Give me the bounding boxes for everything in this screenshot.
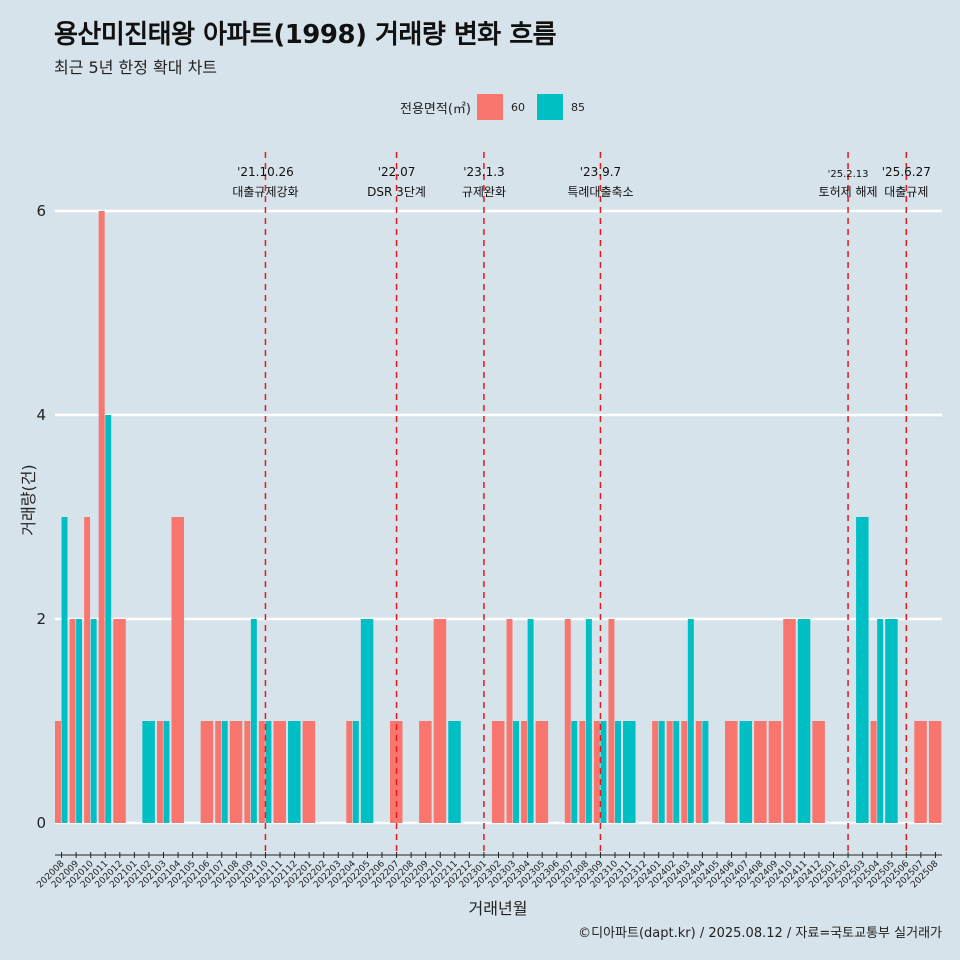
- bar-85-202411: [797, 619, 811, 823]
- bar-85-202403: [687, 619, 694, 823]
- legend-key-85: [536, 94, 563, 120]
- event-date: '23.1.3: [463, 165, 504, 179]
- bar-60-202008: [55, 721, 61, 823]
- event-label: 규제완화: [462, 185, 506, 199]
- bar-85-202109: [250, 619, 257, 823]
- y-tick-label: 6: [36, 202, 46, 220]
- bar-60-202103: [156, 721, 163, 823]
- bar-85-202307: [571, 721, 578, 823]
- event-label: 대출규제강화: [232, 185, 298, 199]
- bar-85-202103: [163, 721, 170, 823]
- bar-60-202412: [812, 721, 825, 823]
- bar-60-202409: [768, 721, 782, 823]
- bar-60-202408: [754, 721, 767, 823]
- bar-60-202012: [113, 619, 126, 823]
- source-caption: ©디아파트(dapt.kr) / 2025.08.12 / 자료=국토교통부 실…: [578, 926, 942, 941]
- bar-60-202305: [535, 721, 549, 823]
- bar-60-202108: [229, 721, 243, 823]
- event-label: 대출규제: [884, 185, 928, 199]
- bar-layer: [55, 211, 942, 823]
- bar-60-202403: [681, 721, 688, 823]
- bar-60-202209: [419, 721, 432, 823]
- bar-60-202401: [652, 721, 659, 823]
- bar-60-202304: [521, 721, 528, 823]
- event-date: '25.6.27: [882, 165, 931, 179]
- y-tick-label: 2: [36, 610, 46, 628]
- bar-85-202311: [623, 721, 636, 823]
- bar-85-202112: [288, 721, 301, 823]
- event-date: '21.10.26: [237, 165, 294, 179]
- bar-85-202504: [877, 619, 884, 823]
- bar-85-202205: [360, 619, 374, 823]
- bar-85-202402: [673, 721, 680, 823]
- event-label: 토허제 해제: [819, 185, 878, 199]
- bar-60-202307: [564, 619, 571, 823]
- bar-60-202302: [491, 721, 505, 823]
- bar-85-202211: [448, 721, 461, 823]
- bar-85-202304: [527, 619, 534, 823]
- y-tick-label: 0: [36, 814, 46, 832]
- bar-85-202110: [265, 721, 272, 823]
- bar-60-202111: [273, 721, 286, 823]
- bar-85-202303: [513, 721, 520, 823]
- event-label: DSR 3단계: [367, 185, 426, 199]
- bar-85-202107: [221, 721, 228, 823]
- bar-60-202308: [579, 721, 586, 823]
- bar-60-202508: [928, 721, 942, 823]
- event-date: '22.07: [378, 165, 416, 179]
- bar-60-202009: [69, 619, 76, 823]
- legend-label-85: 85: [570, 100, 585, 114]
- legend-title: 전용면적(㎡): [400, 101, 471, 117]
- bar-85-202102: [142, 721, 155, 823]
- x-axis-title: 거래년월: [469, 899, 528, 918]
- bar-85-202407: [739, 721, 753, 823]
- bar-60-202406: [724, 721, 738, 823]
- legend-key-60: [476, 94, 503, 120]
- bar-60-202104: [171, 517, 185, 823]
- bar-60-202410: [783, 619, 796, 823]
- bar-60-202011: [98, 211, 105, 823]
- bar-85-202011: [105, 415, 112, 823]
- bar-85-202310: [615, 721, 621, 823]
- bar-85-202401: [658, 721, 665, 823]
- bar-60-202303: [506, 619, 513, 823]
- chart-title: 용산미진태왕 아파트(1998) 거래량 변화 흐름: [54, 20, 557, 50]
- bar-60-202210: [433, 619, 447, 823]
- bar-85-202404: [702, 721, 709, 823]
- legend-label-60: 60: [510, 100, 525, 114]
- bar-60-202010: [84, 517, 91, 823]
- event-label: 특례대출축소: [567, 185, 633, 199]
- event-date: '25.2.13: [828, 169, 869, 180]
- chart-subtitle: 최근 5년 한정 확대 차트: [54, 58, 218, 77]
- bar-60-202402: [666, 721, 673, 823]
- y-tick-label: 4: [36, 406, 46, 424]
- bar-85-202010: [90, 619, 97, 823]
- bar-60-202110: [258, 721, 265, 823]
- bar-60-202310: [608, 619, 615, 823]
- event-layer: '21.10.26 대출규제강화 '22.07 DSR 3단계 '23.1.3 규제완화 '…: [232, 152, 931, 855]
- bar-60-202109: [244, 721, 251, 823]
- y-axis-title: 거래량(건): [19, 464, 38, 535]
- bar-85-202505: [885, 619, 898, 823]
- bar-60-202309: [593, 721, 600, 823]
- bar-85-202503: [856, 517, 869, 823]
- bar-60-202504: [870, 721, 877, 823]
- bar-85-202009: [76, 619, 83, 823]
- bar-85-202008: [61, 517, 68, 823]
- event-date: '23.9.7: [580, 165, 621, 179]
- bar-60-202107: [215, 721, 222, 823]
- bar-60-202404: [695, 721, 702, 823]
- legend: 전용면적(㎡) 60 85: [400, 93, 597, 121]
- bar-60-202106: [200, 721, 214, 823]
- bar-85-202309: [600, 721, 607, 823]
- bar-60-202201: [302, 721, 316, 823]
- bar-60-202507: [914, 721, 927, 823]
- bar-85-202204: [352, 721, 359, 823]
- bar-60-202204: [346, 721, 353, 823]
- bar-85-202308: [585, 619, 592, 823]
